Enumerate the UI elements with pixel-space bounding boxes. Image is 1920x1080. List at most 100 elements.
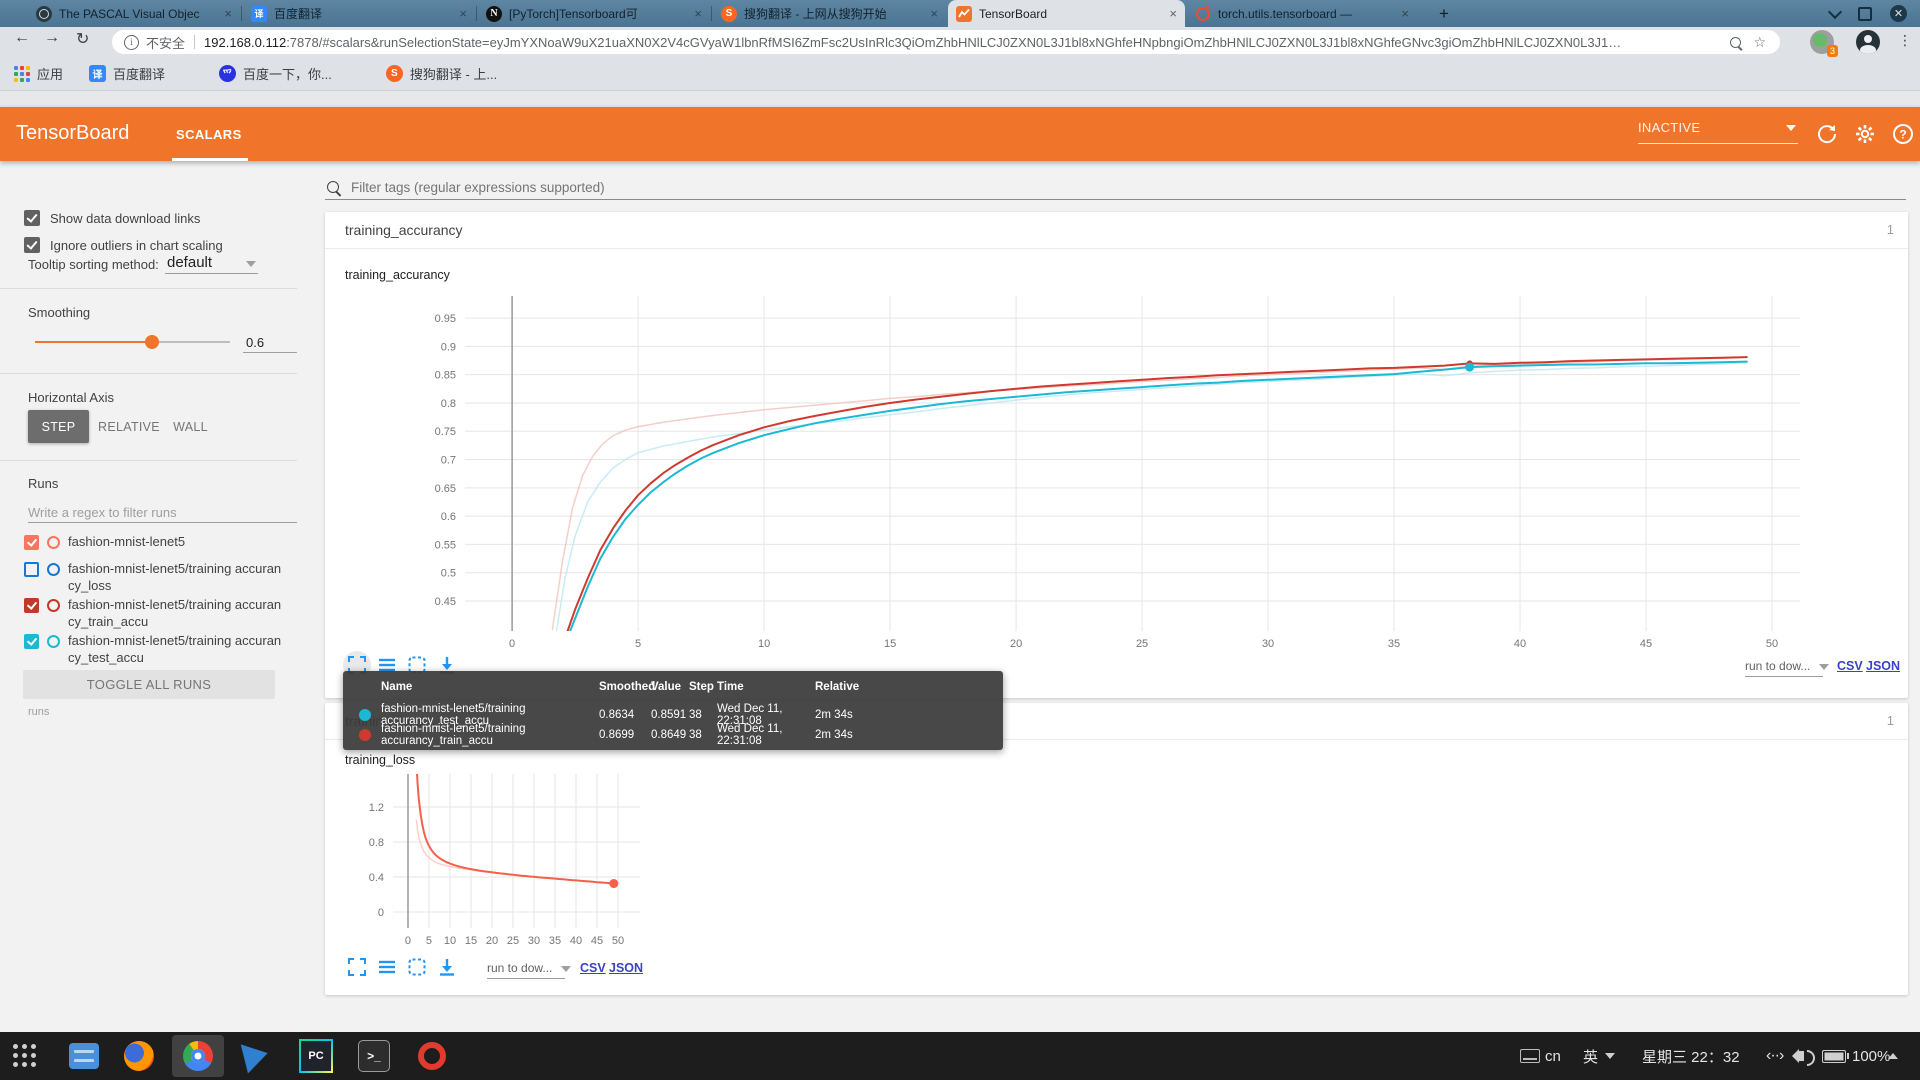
vscode-app-icon[interactable] [238, 1038, 274, 1074]
tray-expand-icon[interactable] [1888, 1032, 1898, 1080]
runs-label: Runs [28, 476, 59, 491]
account-avatar[interactable]: 3 [1810, 30, 1838, 57]
forward-button[interactable]: → [44, 29, 60, 46]
reload-button[interactable]: ↻ [76, 31, 90, 48]
axis-relative-button[interactable]: RELATIVE [98, 419, 160, 434]
run-status-dropdown[interactable]: INACTIVE [1638, 119, 1798, 144]
chrome-app-icon[interactable] [180, 1038, 216, 1074]
tab-close-icon[interactable]: × [224, 6, 232, 21]
window-close-icon[interactable]: ✕ [1890, 5, 1907, 22]
svg-text:45: 45 [1640, 638, 1652, 650]
refresh-icon[interactable] [1815, 122, 1839, 146]
profile-icon[interactable] [1856, 30, 1880, 54]
svg-text:35: 35 [549, 935, 561, 947]
svg-text:1.2: 1.2 [369, 802, 384, 814]
svg-text:0: 0 [405, 935, 411, 947]
tab-close-icon[interactable]: × [459, 6, 467, 21]
run-item-lenet5[interactable]: fashion-mnist-lenet5 [24, 534, 284, 551]
url-text[interactable]: 192.168.0.112:7878/#scalars&runSelection… [204, 34, 1622, 50]
json-link[interactable]: JSON [1866, 659, 1901, 673]
run-checkbox[interactable] [24, 634, 39, 649]
bookmark-apps[interactable]: 应用 [0, 64, 63, 83]
tab-close-icon[interactable]: × [1169, 6, 1177, 21]
pycharm-app-icon[interactable]: PC [298, 1038, 334, 1074]
tab-pascal[interactable]: The PASCAL Visual Objec × [28, 0, 240, 27]
run-color-circle-icon [47, 536, 60, 549]
fit-domain-icon[interactable] [408, 656, 426, 674]
bookmark-sogou-translate[interactable]: S 搜狗翻译 - 上... [385, 64, 497, 83]
dropdown-underline [1638, 143, 1798, 144]
run-checkbox[interactable] [24, 562, 39, 577]
help-icon[interactable]: ? [1891, 122, 1915, 146]
gear-icon[interactable] [1853, 122, 1877, 146]
json-link[interactable]: JSON [609, 961, 644, 975]
browser-menu-icon[interactable]: ⋮ [1898, 32, 1912, 48]
smoothing-label: Smoothing [28, 305, 91, 320]
smoothing-value[interactable]: 0.6 [246, 335, 265, 350]
expand-chart-icon[interactable] [348, 958, 366, 976]
tab-baidu-translate[interactable]: 译 百度翻译 × [243, 0, 475, 27]
svg-text:0: 0 [509, 638, 515, 650]
window-maximize-icon[interactable] [1858, 6, 1872, 21]
run-checkbox[interactable] [24, 535, 39, 550]
run-item-test-accu[interactable]: fashion-mnist-lenet5/training accurancy_… [24, 633, 284, 667]
csv-link[interactable]: CSV [580, 961, 606, 975]
svg-text:15: 15 [465, 935, 477, 947]
training-loss-chart[interactable]: 0 0.4 0.8 1.2 0 5 10 15 20 25 30 35 40 45 50 [345, 748, 645, 953]
axis-wall-button[interactable]: WALL [173, 419, 208, 434]
training-accurancy-chart[interactable]: 0.45 0.5 0.55 0.6 0.65 0.7 0.75 0.8 0.85 0.9 0.95 0… [345, 286, 1890, 663]
volume-icon[interactable] [1792, 1032, 1815, 1080]
run-checkbox[interactable] [24, 598, 39, 613]
opera-app-icon[interactable] [414, 1038, 450, 1074]
fit-domain-icon[interactable] [408, 958, 426, 976]
tab-title: [PyTorch]Tensorboard可 [509, 7, 638, 21]
bookmark-star-icon[interactable]: ☆ [1753, 33, 1766, 50]
runs-filter-input[interactable]: Write a regex to filter runs [28, 505, 177, 520]
card-header[interactable]: training_accurancy 1 [325, 212, 1908, 249]
page-info-icon[interactable]: i [124, 34, 139, 50]
svg-text:50: 50 [612, 935, 624, 947]
run-item-loss[interactable]: fashion-mnist-lenet5/training accurancy_… [24, 561, 284, 595]
address-bar[interactable]: i 不安全 192.168.0.112:7878/#scalars&runSel… [112, 30, 1780, 54]
run-download-select[interactable]: run to dow... [487, 961, 571, 979]
clock[interactable]: 星期三 22：32 [1642, 1048, 1740, 1066]
bookmark-baidu[interactable]: 爫 百度一下，你... [219, 64, 332, 83]
tab-close-icon[interactable]: × [930, 6, 938, 21]
bookmark-baidu-translate[interactable]: 译 百度翻译 [89, 64, 165, 83]
new-tab-button[interactable]: + [1439, 3, 1449, 23]
back-button[interactable]: ← [14, 29, 30, 46]
language-indicator[interactable]: 英 [1583, 1032, 1616, 1080]
show-download-links-checkbox[interactable]: Show data download links [24, 210, 200, 226]
toggle-all-runs-button[interactable]: TOGGLE ALL RUNS [23, 670, 275, 699]
terminal-app-icon[interactable]: >_ [356, 1038, 392, 1074]
network-icon[interactable]: ‹··› [1766, 1047, 1784, 1064]
tab-sogou-translate[interactable]: S 搜狗翻译 - 上网从搜狗开始 × [713, 0, 946, 27]
window-minimize-icon[interactable] [1827, 4, 1843, 19]
runs-filter-underline [28, 522, 297, 523]
download-icon[interactable] [438, 958, 456, 976]
tab-pytorch-tensorboard-article[interactable]: N [PyTorch]Tensorboard可 × [478, 0, 710, 27]
globe-favicon-icon [36, 5, 52, 22]
log-scale-lines-icon[interactable] [378, 958, 396, 976]
tab-close-icon[interactable]: × [1401, 6, 1409, 21]
run-item-train-accu[interactable]: fashion-mnist-lenet5/training accurancy_… [24, 597, 284, 631]
tab-torch-utils-tensorboard-docs[interactable]: torch.utils.tensorboard — × [1187, 0, 1417, 27]
app-launcher-icon[interactable] [13, 1044, 36, 1067]
csv-link[interactable]: CSV [1837, 659, 1863, 673]
tensorboard-favicon-icon [956, 5, 972, 22]
ignore-outliers-checkbox[interactable]: Ignore outliers in chart scaling [24, 237, 223, 253]
tooltip-sorting-select[interactable]: default [167, 254, 213, 271]
tab-tensorboard-active[interactable]: TensorBoard × [948, 0, 1185, 27]
svg-text:20: 20 [1010, 638, 1022, 650]
log-scale-lines-icon[interactable] [378, 656, 396, 674]
axis-step-button[interactable]: STEP [28, 410, 89, 443]
firefox-app-icon[interactable] [121, 1038, 157, 1074]
address-divider [194, 35, 196, 49]
tab-scalars[interactable]: SCALARS [176, 127, 242, 142]
tab-close-icon[interactable]: × [694, 6, 702, 21]
run-download-select[interactable]: run to dow... [1745, 659, 1829, 677]
smoothing-slider-handle[interactable] [145, 335, 159, 349]
search-icon[interactable] [1730, 36, 1742, 48]
files-app-icon[interactable] [66, 1038, 102, 1074]
input-method-indicator[interactable]: cn [1520, 1032, 1561, 1080]
